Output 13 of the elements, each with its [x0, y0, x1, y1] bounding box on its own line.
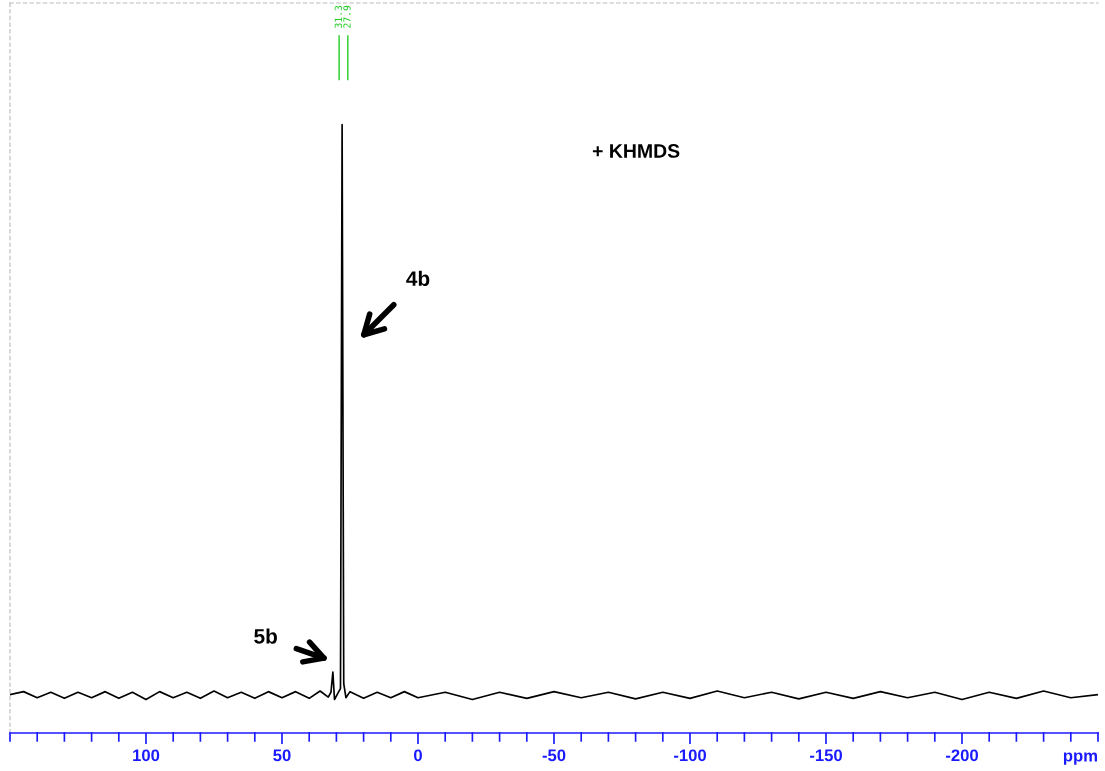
- x-axis-title: ppm: [1063, 752, 1097, 765]
- text: 27.9: [343, 5, 351, 28]
- x-tick-label: -200: [945, 749, 978, 762]
- x-tick-label: -100: [673, 749, 706, 762]
- x-tick-label: 50: [273, 749, 291, 762]
- annotation: 4b: [406, 270, 430, 286]
- x-tick-label: -50: [542, 749, 566, 762]
- x-tick-label: -150: [809, 749, 842, 762]
- text: 31.3: [334, 5, 342, 28]
- x-tick-label: 0: [414, 749, 422, 762]
- annotation: 5b: [254, 628, 277, 644]
- annotation: + KHMDS: [592, 144, 680, 158]
- x-tick-label: 100: [133, 749, 160, 762]
